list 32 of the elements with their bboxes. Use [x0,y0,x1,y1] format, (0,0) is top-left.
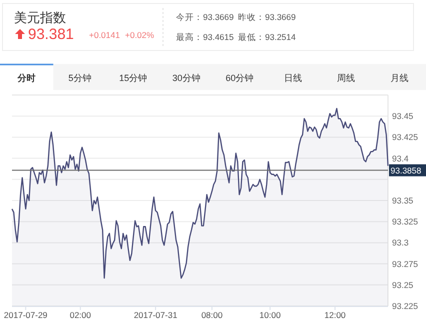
text: 日线 [284,73,302,83]
text: 93.381 [28,26,74,43]
text: 昨收：93.3669 [238,12,296,22]
x-tick-label: 2017-07-29 [4,310,48,320]
text: 月线 [390,73,408,83]
text: 今开：93.3669 [176,12,234,22]
chart-title: 美元指数 [14,10,66,25]
y-tick-label: 93.275 [392,258,418,269]
x-tick-label: 12:00 [324,310,346,320]
text: 30分钟 [172,73,200,83]
text: 60分钟 [226,73,254,83]
text: 周线 [337,73,356,83]
x-tick-label: 10:00 [259,310,281,320]
y-tick-label: 93.3 [392,238,409,248]
text: +0.02% [125,30,155,40]
y-tick-label: 93.325 [392,216,418,227]
text: 5分钟 [68,73,92,83]
x-tick-label: 02:00 [70,310,92,320]
text: +0.0141 [89,30,120,40]
text: 最高：93.4615 [176,32,234,42]
x-tick-label: 08:00 [201,310,223,320]
y-tick-label: 93.35 [392,196,414,206]
text: 15分钟 [119,73,148,83]
y-tick-label: 93.4 [392,153,409,164]
text: 分时 [16,73,36,83]
y-tick-label: 93.425 [392,132,418,142]
x-tick-label: 2017-07-31 [134,310,178,320]
y-tick-label: 93.225 [392,301,418,311]
ref-line-label: 93.3858 [390,165,422,176]
y-tick-label: 93.25 [392,280,414,290]
text: 最低：93.2514 [238,32,296,42]
y-tick-label: 93.45 [392,111,414,122]
